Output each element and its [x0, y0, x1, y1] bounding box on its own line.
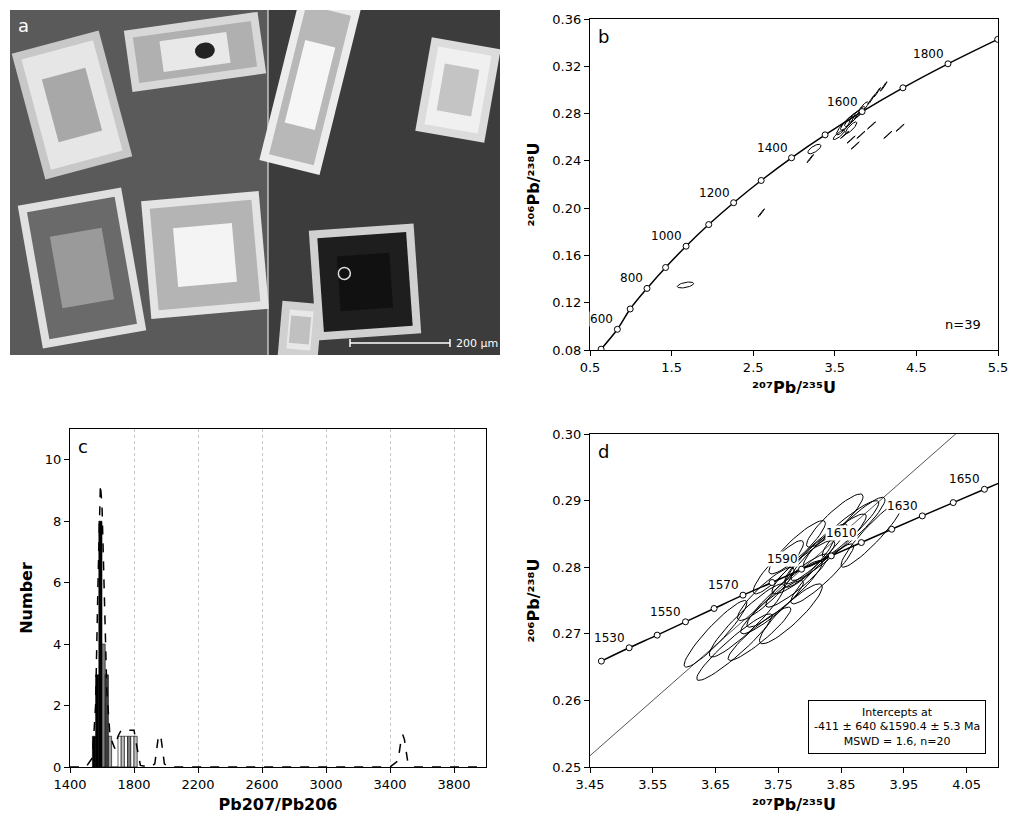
svg-text:3.85: 3.85: [827, 777, 856, 792]
svg-text:0.32: 0.32: [552, 59, 581, 74]
svg-text:0.36: 0.36: [552, 12, 581, 27]
svg-text:6: 6: [53, 575, 61, 590]
svg-text:1.5: 1.5: [661, 360, 682, 375]
svg-text:2600: 2600: [245, 777, 278, 792]
svg-text:2.5: 2.5: [743, 360, 764, 375]
svg-text:3.5: 3.5: [824, 360, 845, 375]
svg-text:1610: 1610: [826, 526, 857, 540]
svg-text:1570: 1570: [708, 578, 739, 592]
svg-text:4: 4: [53, 637, 61, 652]
svg-text:1530: 1530: [594, 631, 625, 645]
svg-text:3800: 3800: [437, 777, 470, 792]
svg-text:3000: 3000: [309, 777, 342, 792]
svg-text:1600: 1600: [827, 95, 858, 109]
svg-text:2200: 2200: [181, 777, 214, 792]
svg-text:200 µm: 200 µm: [456, 337, 498, 350]
svg-text:3.95: 3.95: [889, 777, 918, 792]
svg-text:0.08: 0.08: [552, 343, 581, 358]
svg-text:1400: 1400: [53, 777, 86, 792]
svg-text:²⁰⁶Pb/²³⁸U: ²⁰⁶Pb/²³⁸U: [524, 142, 543, 226]
svg-text:²⁰⁶Pb/²³⁸U: ²⁰⁶Pb/²³⁸U: [524, 558, 543, 642]
svg-text:800: 800: [620, 271, 643, 285]
svg-text:1550: 1550: [650, 605, 681, 619]
svg-text:10: 10: [45, 452, 62, 467]
svg-text:4.5: 4.5: [906, 360, 927, 375]
svg-text:4.05: 4.05: [952, 777, 981, 792]
svg-text:600: 600: [590, 312, 613, 326]
svg-text:b: b: [598, 26, 609, 47]
svg-text:0.28: 0.28: [552, 106, 581, 121]
svg-text:Pb207/Pb206: Pb207/Pb206: [219, 795, 338, 814]
svg-text:Intercepts at-411 ± 640 &1590.: Intercepts at-411 ± 640 &1590.4 ± 5.3 Ma…: [814, 706, 980, 748]
svg-text:8: 8: [53, 514, 61, 529]
svg-text:0.25: 0.25: [552, 760, 581, 775]
svg-text:1590: 1590: [767, 552, 798, 566]
svg-text:0.30: 0.30: [552, 427, 581, 442]
svg-text:0.12: 0.12: [552, 295, 581, 310]
svg-text:0.28: 0.28: [552, 560, 581, 575]
svg-text:1650: 1650: [949, 472, 980, 486]
svg-text:3.65: 3.65: [701, 777, 730, 792]
svg-text:0.16: 0.16: [552, 248, 581, 263]
svg-text:3400: 3400: [373, 777, 406, 792]
svg-text:1800: 1800: [913, 47, 944, 61]
svg-text:3.45: 3.45: [576, 777, 605, 792]
svg-text:3.55: 3.55: [638, 777, 667, 792]
svg-text:0: 0: [53, 760, 61, 775]
svg-text:a: a: [18, 15, 29, 36]
svg-text:0.26: 0.26: [552, 693, 581, 708]
svg-text:5.5: 5.5: [988, 360, 1009, 375]
svg-text:0.20: 0.20: [552, 201, 581, 216]
svg-text:1800: 1800: [117, 777, 150, 792]
svg-text:n=39: n=39: [945, 317, 981, 332]
svg-text:1630: 1630: [887, 499, 918, 513]
svg-text:c: c: [78, 436, 88, 457]
svg-text:2: 2: [53, 698, 61, 713]
svg-text:0.24: 0.24: [552, 153, 581, 168]
svg-text:²⁰⁷Pb/²³⁵U: ²⁰⁷Pb/²³⁵U: [752, 795, 836, 814]
svg-text:3.75: 3.75: [764, 777, 793, 792]
svg-text:1400: 1400: [757, 141, 788, 155]
svg-text:0.27: 0.27: [552, 626, 581, 641]
svg-text:1000: 1000: [651, 229, 682, 243]
svg-text:0.5: 0.5: [580, 360, 601, 375]
svg-text:0.29: 0.29: [552, 493, 581, 508]
svg-text:1200: 1200: [699, 186, 730, 200]
svg-text:²⁰⁷Pb/²³⁵U: ²⁰⁷Pb/²³⁵U: [752, 378, 836, 397]
svg-text:Number: Number: [17, 562, 36, 634]
svg-text:d: d: [598, 441, 609, 462]
